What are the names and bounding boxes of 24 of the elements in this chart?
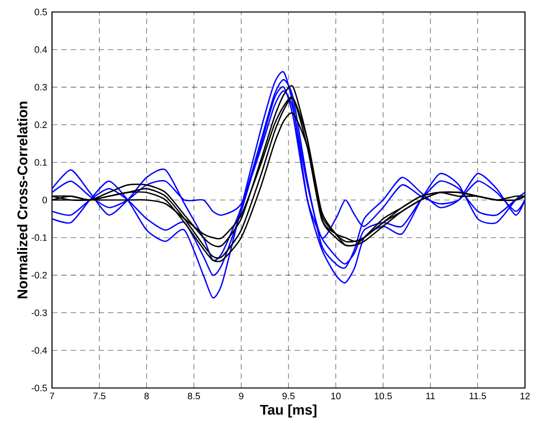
y-tick-label: 0.5 bbox=[34, 8, 47, 16]
y-tick-label: -0.3 bbox=[32, 309, 47, 316]
y-tick-label: 0.3 bbox=[34, 84, 47, 90]
y-axis-title: Normalized Cross-Correlation bbox=[17, 102, 28, 298]
y-tick-label: 0.1 bbox=[34, 159, 47, 166]
y-tick-label: 0.4 bbox=[34, 46, 48, 53]
y-tick-label: -0.1 bbox=[32, 234, 47, 241]
x-tick-label: 9 bbox=[239, 392, 244, 400]
y-tick-label: 0 bbox=[42, 196, 47, 204]
y-tick-label: -0.5 bbox=[32, 384, 47, 392]
x-tick-label: 7 bbox=[50, 392, 54, 400]
x-tick-label: 10.5 bbox=[374, 392, 392, 400]
x-tick-label: 8 bbox=[144, 392, 149, 400]
x-tick-label: 8.5 bbox=[188, 392, 200, 400]
x-tick-label: 9.5 bbox=[282, 392, 295, 400]
x-axis-title: Tau [ms] bbox=[260, 404, 316, 418]
x-tick-label: 12 bbox=[520, 392, 530, 400]
y-tick-label: -0.4 bbox=[32, 347, 48, 354]
x-tick-label: 10 bbox=[331, 392, 341, 400]
y-tick-label: -0.2 bbox=[32, 272, 47, 278]
x-tick-label: 7.5 bbox=[93, 392, 106, 400]
x-tick-label: 11.5 bbox=[470, 392, 486, 400]
y-tick-label: 0.2 bbox=[34, 122, 47, 128]
x-tick-label: 11 bbox=[426, 392, 435, 400]
